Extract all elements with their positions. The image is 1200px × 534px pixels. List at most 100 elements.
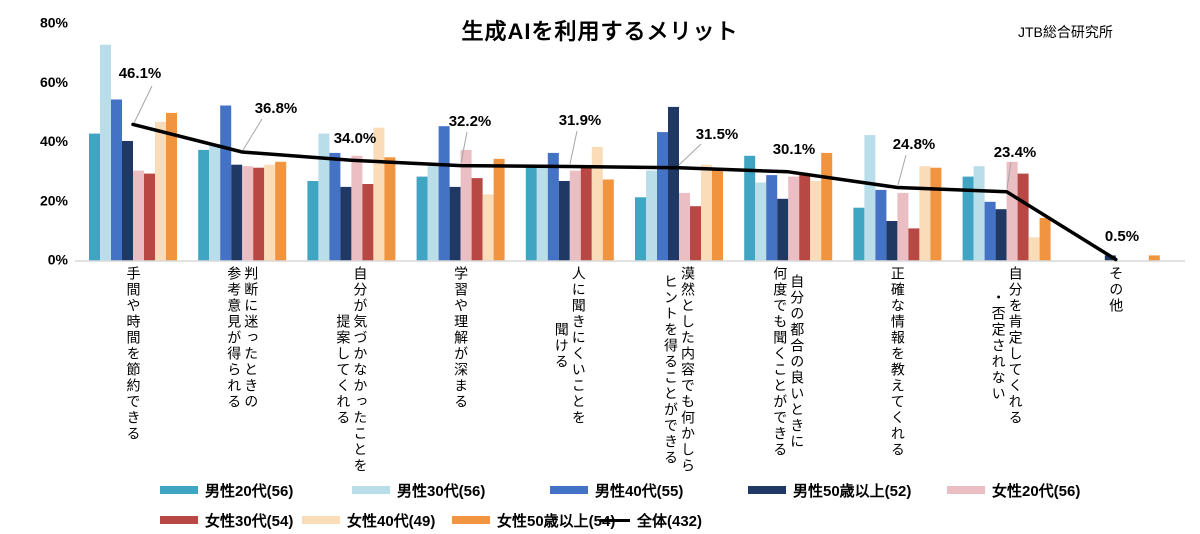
- bar-s5-c8: [1017, 173, 1029, 261]
- category-label-9: その他: [1108, 266, 1125, 314]
- category-label-7: 正確な情報を教えてくれる: [889, 266, 906, 458]
- bar-s1-c8: [973, 166, 985, 261]
- y-tick-label: 0%: [48, 252, 69, 268]
- bar-s4-c3: [460, 149, 472, 261]
- bar-s0-c6: [744, 155, 756, 261]
- data-label: 36.8%: [255, 100, 298, 117]
- legend-line-swatch: [600, 518, 630, 522]
- y-tick-label: 80%: [40, 15, 69, 31]
- bar-s2-c5: [657, 132, 668, 261]
- bar-s5-c1: [253, 167, 265, 261]
- category-label-3: 学習や理解が深まる: [453, 266, 470, 410]
- legend-item-女性40代(49): 女性40代(49): [302, 510, 435, 530]
- bar-s4-c1: [242, 166, 254, 261]
- bar-s5-c3: [471, 178, 483, 261]
- data-label: 31.5%: [696, 126, 739, 143]
- legend-item-女性30代(54): 女性30代(54): [160, 510, 293, 530]
- legend-swatch: [452, 516, 490, 524]
- legend-label: 女性50歳以上(54): [497, 512, 616, 530]
- bar-s3-c5: [668, 106, 679, 262]
- data-label: 34.0%: [334, 130, 377, 147]
- bar-s7-c6: [821, 152, 833, 261]
- legend-item-女性20代(56): 女性20代(56): [947, 480, 1080, 500]
- bar-s5-c0: [144, 173, 155, 261]
- data-label: 23.4%: [994, 144, 1037, 161]
- leader-line: [897, 154, 907, 186]
- bar-s0-c7: [853, 207, 865, 261]
- legend-item-男性20代(56): 男性20代(56): [160, 480, 293, 500]
- y-tick-label: 60%: [40, 74, 69, 90]
- category-label-6: 自分の都合の良いときに 何度でも聞くことができる: [772, 266, 806, 458]
- bar-s1-c4: [536, 166, 548, 261]
- legend-swatch: [947, 486, 985, 494]
- bar-s4-c8: [1006, 161, 1018, 261]
- bar-s0-c3: [416, 176, 428, 261]
- bar-s1-c5: [646, 170, 657, 261]
- bar-s1-c2: [318, 133, 330, 261]
- category-label-5: 漠然とした内容でも何かしら ヒントを得ることができる: [663, 266, 696, 474]
- legend-label: 全体(432): [637, 512, 703, 530]
- bar-s7-c5: [712, 167, 723, 261]
- leader-line: [1006, 161, 1012, 190]
- bar-s6-c1: [264, 164, 276, 261]
- bar-s6-c4: [591, 146, 603, 261]
- bar-s2-c3: [438, 126, 450, 261]
- source-credit: JTB総合研究所: [1018, 24, 1113, 40]
- bar-s2-c6: [766, 175, 778, 261]
- bar-s2-c1: [220, 105, 232, 261]
- bar-s2-c4: [547, 152, 559, 261]
- bar-s4-c5: [679, 192, 690, 261]
- legend-item-男性30代(56): 男性30代(56): [352, 480, 485, 500]
- leader-line: [678, 143, 702, 166]
- legend-label: 女性30代(54): [205, 512, 294, 530]
- legend-swatch: [352, 486, 390, 494]
- chart-title: 生成AIを利用するメリット: [461, 19, 739, 44]
- bar-s2-c0: [111, 99, 122, 261]
- bar-s3-c3: [449, 186, 461, 261]
- category-label-8: 自分を肯定してくれる ・否定されない: [990, 266, 1024, 426]
- data-label: 24.8%: [893, 136, 936, 153]
- bar-s7-c2: [384, 157, 396, 261]
- legend-label: 男性50歳以上(52): [793, 482, 912, 500]
- bar-s6-c6: [810, 181, 822, 261]
- bar-s5-c5: [690, 206, 701, 261]
- legend-item-女性50歳以上(54): 女性50歳以上(54): [452, 510, 615, 530]
- bar-s6-c8: [1028, 237, 1040, 261]
- y-tick-label: 20%: [40, 192, 69, 208]
- bar-s6-c3: [482, 194, 494, 261]
- y-tick-label: 40%: [40, 133, 69, 149]
- data-label: 30.1%: [773, 141, 816, 158]
- bar-s7-c9: [1148, 255, 1160, 261]
- data-label: 32.2%: [449, 113, 492, 130]
- bar-s7-c8: [1039, 218, 1051, 261]
- legend-label: 女性40代(49): [347, 512, 436, 530]
- legend-label: 男性30代(56): [397, 482, 486, 500]
- overall-line: [131, 122, 1118, 262]
- bar-s3-c2: [340, 186, 352, 261]
- bar-s1-c0: [100, 44, 111, 262]
- bar-s0-c4: [525, 166, 537, 261]
- bar-s7-c4: [602, 179, 614, 261]
- legend-item-男性40代(55): 男性40代(55): [550, 480, 683, 500]
- bar-s6-c5: [701, 164, 712, 261]
- bar-s7-c1: [275, 161, 287, 261]
- bar-s4-c0: [133, 170, 144, 261]
- bar-s3-c1: [231, 164, 243, 261]
- bar-s6-c7: [919, 166, 931, 261]
- plot-area: 0% 20% 40% 60% 80% 46.1% 36.8% 34.0% 32.2% 31.9% 3…: [40, 15, 1185, 268]
- legend-swatch: [160, 486, 198, 494]
- data-label: 0.5%: [1105, 228, 1139, 245]
- bar-s3-c7: [886, 221, 898, 261]
- legend-swatch: [550, 486, 588, 494]
- bar-s0-c8: [962, 176, 974, 261]
- bar-s4-c2: [351, 155, 363, 261]
- bar-s5-c2: [362, 184, 374, 261]
- bar-s0-c5: [635, 197, 646, 261]
- legend-swatch: [302, 516, 340, 524]
- data-label: 46.1%: [119, 65, 162, 82]
- bar-s7-c7: [930, 167, 942, 261]
- leader-line: [242, 118, 263, 151]
- bar-s3-c8: [995, 209, 1007, 261]
- bar-s5-c6: [799, 173, 811, 261]
- bar-s2-c8: [984, 201, 996, 262]
